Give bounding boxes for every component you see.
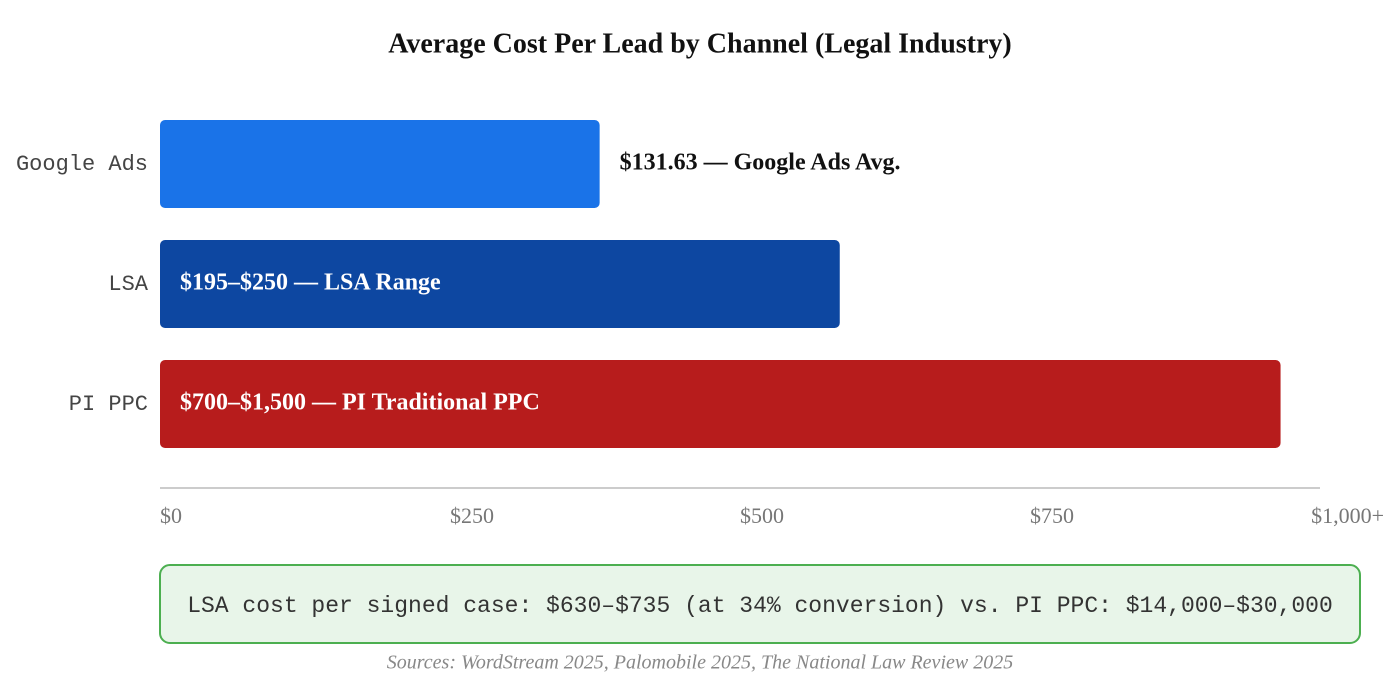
bar-annotation: $131.63 — Google Ads Avg.	[620, 150, 901, 176]
x-tick-label: $500	[740, 503, 784, 528]
bar	[160, 120, 600, 208]
y-tick-label: Google Ads	[16, 152, 148, 177]
x-tick-label: $1,000+	[1311, 503, 1384, 528]
source: Sources: WordStream 2025, Palomobile 202…	[387, 652, 1013, 674]
bar	[160, 360, 1281, 448]
bar-annotation: $700–$1,500 — PI Traditional PPC	[180, 390, 540, 416]
x-tick-label: $250	[450, 503, 494, 528]
y-tick-label: LSA	[108, 272, 148, 297]
bar	[160, 240, 840, 328]
x-tick-label: $0	[160, 503, 182, 528]
note-box	[159, 564, 1361, 644]
note: LSA cost per signed case: $630–$735 (at …	[187, 593, 1333, 619]
chart-title: Average Cost Per Lead by Channel (Legal …	[388, 28, 1012, 59]
x-tick-label: $750	[1030, 503, 1074, 528]
y-tick-label: PI PPC	[69, 392, 148, 417]
bar-annotation: $195–$250 — LSA Range	[180, 270, 441, 296]
